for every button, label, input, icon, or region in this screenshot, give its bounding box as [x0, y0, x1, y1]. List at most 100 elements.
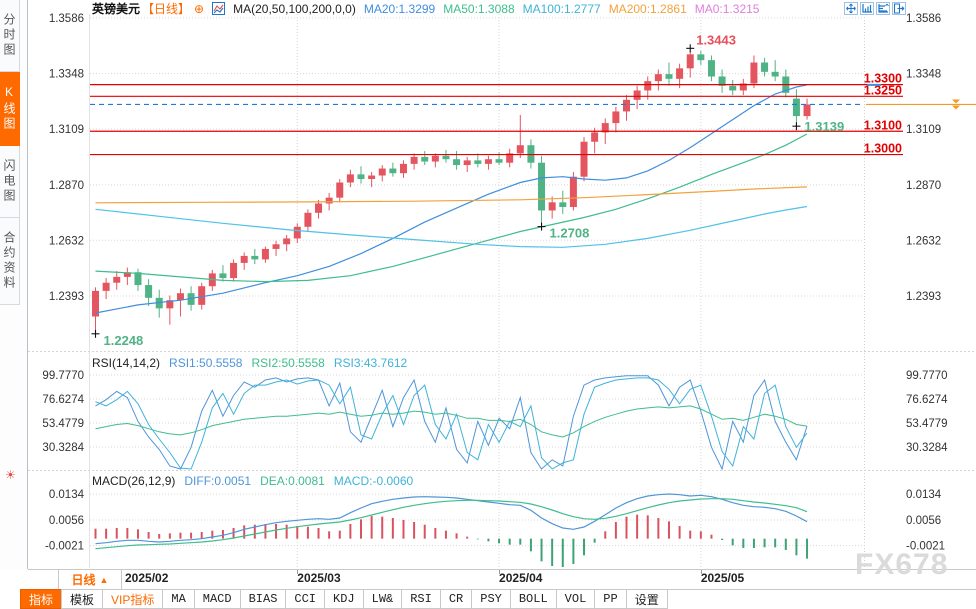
- svg-text:1.3139: 1.3139: [804, 119, 844, 134]
- svg-text:1.3348: 1.3348: [49, 68, 84, 80]
- toolbar-item-lw[interactable]: LW&: [362, 589, 403, 609]
- period-selector-label: 日线: [71, 573, 96, 587]
- time-axis-tick: [700, 570, 702, 574]
- toolbar-item-boll[interactable]: BOLL: [509, 589, 557, 609]
- macd-title: MACD(26,12,9): [92, 474, 176, 488]
- toolbar-item-ma[interactable]: MA: [162, 589, 195, 609]
- rsi-line-RSI2: [95, 405, 808, 438]
- svg-text:1.3348: 1.3348: [906, 68, 941, 80]
- svg-text:1.3300: 1.3300: [864, 72, 902, 86]
- gridlines: 1.3586 1.3586 1.3348 1.3348 1.3109 1.3109 1.28…: [28, 13, 976, 568]
- svg-text:76.6274: 76.6274: [42, 394, 84, 406]
- sidebar: 分时图 K线图 闪电图 合约资料 ☀: [0, 0, 28, 569]
- svg-text:1.2870: 1.2870: [906, 180, 941, 192]
- svg-text:1.2870: 1.2870: [49, 180, 84, 192]
- macd-diff-line: [95, 493, 808, 545]
- ma100-value: MA100:1.2777: [522, 1, 601, 16]
- toolbar-item-rsi[interactable]: RSI: [401, 589, 441, 609]
- macd-panel[interactable]: [94, 493, 809, 567]
- ma-formula: MA(20,50,100,200,0,0): [233, 1, 356, 16]
- toolbar-item-templates[interactable]: 模板: [61, 589, 104, 609]
- svg-text:1.2393: 1.2393: [906, 291, 941, 303]
- main-price-panel[interactable]: [92, 50, 811, 330]
- toolbar-item-bias[interactable]: BIAS: [239, 589, 287, 609]
- toolbar-item-macd[interactable]: MACD: [193, 589, 241, 609]
- ma20-value: MA20:1.3299: [363, 1, 436, 16]
- ma0-value: MA0:1.3215: [694, 1, 760, 16]
- dea-value: DEA:0.0081: [260, 474, 325, 488]
- rsi-title: RSI(14,14,2): [92, 356, 161, 370]
- ma50-value: MA50:1.3088: [443, 1, 515, 16]
- indicator-toolbar: 指标 模板 VIP指标 MA MACD BIAS CCI KDJ LW& RSI CR PSY BOLL…: [20, 589, 668, 609]
- rsi3-value: RSI3:43.7612: [333, 356, 408, 370]
- svg-text:1.3586: 1.3586: [49, 13, 84, 25]
- svg-text:-0.0021: -0.0021: [906, 541, 945, 553]
- svg-text:0.0134: 0.0134: [906, 489, 942, 501]
- period-tag: 【日线】: [142, 2, 191, 16]
- zoom-y-axis-icon[interactable]: [876, 2, 890, 15]
- rsi1-value: RSI1:50.5558: [169, 356, 243, 370]
- period-selector[interactable]: 日线 ▲: [59, 570, 122, 589]
- svg-text:1.3250: 1.3250: [864, 83, 902, 97]
- chart-header: 英镑美元 【日线】 ⊕ MA(20,50,100,200,0,0) MA20:1…: [92, 1, 760, 17]
- svg-text:1.3000: 1.3000: [864, 142, 902, 156]
- sidebar-item-contract-info[interactable]: 合约资料: [0, 218, 20, 305]
- triangle-up-icon: ▲: [99, 574, 109, 585]
- svg-text:30.3284: 30.3284: [906, 442, 948, 454]
- sidebar-item-timeshare-chart[interactable]: 分时图: [0, 0, 20, 72]
- svg-text:0.0134: 0.0134: [49, 489, 85, 501]
- svg-text:99.7770: 99.7770: [42, 370, 84, 382]
- rsi-line-RSI3: [95, 377, 808, 470]
- toolbar-item-vip-indicators[interactable]: VIP指标: [102, 589, 164, 609]
- time-axis-tick: [297, 570, 299, 574]
- ma-indicator-icon[interactable]: [212, 2, 226, 15]
- toolbar-item-indicators[interactable]: 指标: [20, 589, 63, 609]
- svg-text:1.3443: 1.3443: [696, 32, 736, 47]
- svg-text:0.0056: 0.0056: [906, 515, 941, 527]
- sidebar-item-lightning-chart[interactable]: 闪电图: [0, 146, 20, 218]
- time-axis-label: 2025/04: [499, 571, 543, 585]
- rsi2-value: RSI2:50.5558: [251, 356, 325, 370]
- toolbar-item-vol[interactable]: VOL: [555, 589, 596, 609]
- toolbar-item-psy[interactable]: PSY: [471, 589, 511, 609]
- svg-text:53.4779: 53.4779: [42, 418, 84, 430]
- ma-line-MA20: [95, 84, 808, 314]
- time-axis-tick: [499, 570, 501, 574]
- window-tools: [844, 2, 906, 15]
- svg-text:1.3109: 1.3109: [49, 124, 84, 136]
- diff-value: DIFF:0.0051: [184, 474, 252, 488]
- exit-icon[interactable]: [892, 2, 906, 15]
- svg-text:1.2632: 1.2632: [906, 235, 941, 247]
- symbol-name: 英镑美元: [92, 2, 141, 16]
- move-icon[interactable]: [844, 2, 858, 15]
- toolbar-item-settings[interactable]: 设置: [625, 589, 668, 609]
- time-axis-label: 2025/05: [700, 571, 745, 585]
- time-axis-label: 2025/02: [125, 571, 169, 585]
- toolbar-item-kdj[interactable]: KDJ: [324, 589, 364, 609]
- svg-text:1.3586: 1.3586: [906, 13, 941, 25]
- toolbar-item-pp[interactable]: PP: [594, 589, 627, 609]
- sidebar-item-kline-chart[interactable]: K线图: [0, 72, 20, 146]
- zoom-x-axis-icon[interactable]: [860, 2, 874, 15]
- svg-text:30.3284: 30.3284: [42, 442, 84, 454]
- svg-text:53.4779: 53.4779: [906, 418, 948, 430]
- macd-value: MACD:-0.0060: [333, 474, 414, 488]
- svg-text:1.3100: 1.3100: [864, 118, 902, 132]
- macd-panel-header: MACD(26,12,9) DIFF:0.0051 DEA:0.0081 MAC…: [92, 474, 413, 488]
- svg-text:1.2393: 1.2393: [49, 291, 84, 303]
- toolbar-item-cr[interactable]: CR: [439, 589, 473, 609]
- svg-text:1.2708: 1.2708: [550, 226, 590, 241]
- time-axis-row: 日线 ▲ 2025/02 2025/03 2025/04 2025/05: [28, 569, 976, 590]
- toolbar-item-cci[interactable]: CCI: [285, 589, 326, 609]
- rsi-line-RSI1: [95, 375, 808, 471]
- rsi-panel[interactable]: [95, 375, 808, 471]
- sun-alert-icon[interactable]: ☀: [5, 468, 16, 482]
- ma-line-MA50: [95, 133, 808, 283]
- svg-text:0.0056: 0.0056: [49, 515, 84, 527]
- fx678-watermark: FX678: [855, 548, 949, 581]
- time-axis-label: 2025/03: [297, 571, 341, 585]
- circle-plus-icon[interactable]: ⊕: [194, 1, 205, 16]
